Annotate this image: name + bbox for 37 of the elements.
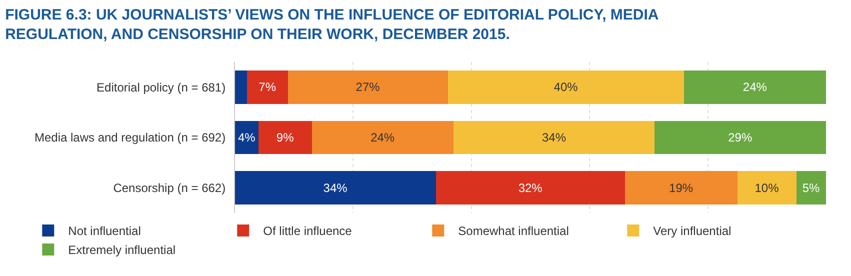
legend-label: Somewhat influential bbox=[458, 224, 569, 238]
chart-title: FIGURE 6.3: UK JOURNALISTS’ VIEWS ON THE INFLUENCE OF EDITORIAL POLICY, MEDIA REGULATION, AND CENSORSHIP ON THEIR WORK, DECEMBER 2015. bbox=[5, 6, 659, 43]
data-label: 40% bbox=[554, 80, 578, 94]
legend-label: Extremely influential bbox=[68, 243, 176, 258]
bar bbox=[436, 171, 626, 204]
data-label: 7% bbox=[258, 80, 276, 94]
data-label: 19% bbox=[669, 180, 694, 195]
bar bbox=[737, 171, 796, 204]
bar bbox=[288, 70, 448, 104]
data-label: 24% bbox=[742, 80, 768, 94]
data-label: 10% bbox=[754, 180, 780, 195]
legend-label: Very influential bbox=[653, 224, 732, 238]
data-label: 34% bbox=[323, 180, 348, 195]
bar bbox=[258, 120, 312, 154]
legend-label: Of little influence bbox=[263, 224, 352, 238]
data-label: 5% bbox=[802, 180, 820, 195]
data-label: 27% bbox=[356, 80, 380, 94]
bar bbox=[654, 120, 826, 154]
data-label: 24% bbox=[370, 130, 395, 144]
bar bbox=[448, 70, 684, 104]
data-label: 29% bbox=[728, 130, 752, 144]
y-tick-label: Editorial policy (n = 681) bbox=[96, 80, 226, 94]
data-label: 34% bbox=[542, 130, 566, 144]
legend-label: Not influential bbox=[68, 224, 141, 238]
bar bbox=[454, 120, 655, 154]
bar bbox=[625, 171, 738, 204]
bar bbox=[235, 171, 436, 204]
data-label: 32% bbox=[518, 180, 543, 195]
data-label: 9% bbox=[276, 130, 294, 144]
bar bbox=[312, 120, 454, 154]
bar bbox=[235, 70, 247, 104]
y-tick-label: Censorship (n = 662) bbox=[113, 181, 226, 196]
y-tick-label: Media laws and regulation (n = 692) bbox=[34, 130, 226, 145]
bar bbox=[796, 171, 826, 204]
bar bbox=[684, 70, 826, 104]
data-label: 4% bbox=[238, 130, 256, 144]
bar bbox=[246, 70, 288, 104]
